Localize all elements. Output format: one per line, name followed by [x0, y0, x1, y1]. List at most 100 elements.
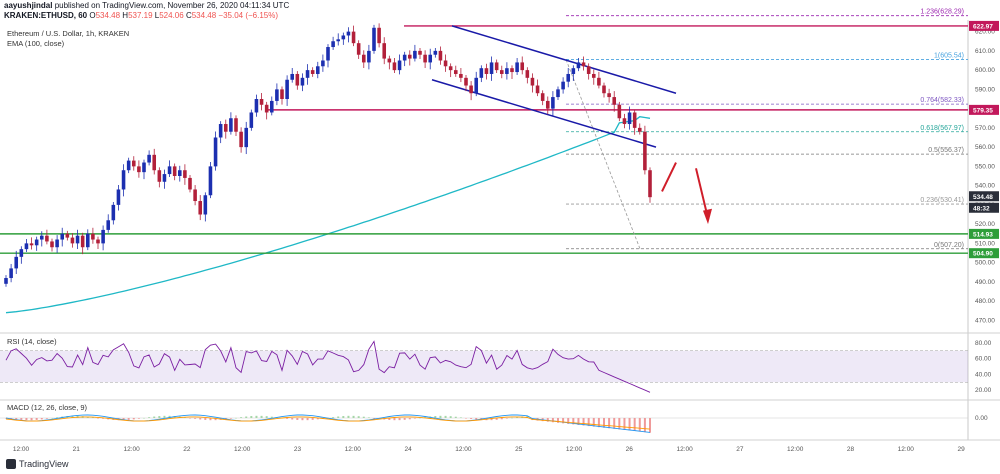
macd-histogram-bar — [419, 417, 421, 419]
price-tick-label: 590.00 — [975, 86, 995, 93]
macd-histogram-bar — [454, 416, 457, 418]
candle-body — [382, 43, 387, 59]
macd-histogram-bar — [633, 418, 636, 432]
macd-histogram-bar — [214, 418, 217, 421]
macd-histogram-bar — [373, 418, 375, 419]
candle-body — [126, 160, 131, 171]
candle-body — [377, 27, 381, 44]
candle-body — [643, 131, 647, 171]
candle-body — [469, 85, 473, 94]
candle-body — [121, 170, 126, 190]
macd-tick-label: 0.00 — [975, 415, 988, 422]
candle-body — [4, 278, 8, 284]
candle-body — [259, 99, 264, 105]
candle-body — [545, 100, 550, 109]
price-tick-label: 600.00 — [975, 67, 995, 74]
candle-body — [397, 60, 402, 71]
macd-histogram-bar — [245, 416, 248, 418]
candle-body — [607, 93, 611, 98]
candle-body — [453, 70, 458, 74]
time-tick-label: 27 — [736, 446, 744, 453]
candle-body — [264, 104, 269, 113]
candle-body — [433, 50, 438, 55]
candle-body — [19, 249, 24, 257]
candle-body — [443, 60, 448, 67]
ema-100-line — [5, 116, 651, 314]
candle-body — [617, 104, 622, 119]
publisher-name[interactable]: aayushjindal — [4, 1, 53, 10]
price-tick-label: 500.00 — [975, 260, 995, 267]
macd-histogram-bar — [153, 416, 156, 418]
candle-body — [70, 237, 75, 244]
macd-histogram-bar — [97, 418, 99, 419]
candle-body — [34, 239, 39, 246]
candle-body — [116, 189, 121, 205]
time-tick-label: 12:00 — [345, 446, 362, 453]
macd-histogram-bar — [143, 417, 145, 419]
candle-body — [561, 81, 565, 90]
candle-body — [622, 118, 627, 125]
candle-body — [29, 243, 34, 246]
candle-body — [193, 189, 197, 202]
candle-body — [407, 54, 412, 59]
macd-line — [5, 414, 651, 433]
macd-histogram-bar — [408, 418, 411, 420]
macd-histogram-bar — [91, 417, 94, 418]
macd-histogram-bar — [122, 418, 125, 421]
macd-histogram-bar — [183, 417, 186, 418]
macd-histogram-bar — [465, 418, 467, 419]
rsi-legend: RSI (14, close) — [7, 337, 57, 346]
candle-body — [101, 229, 105, 244]
macd-histogram-bar — [495, 418, 498, 420]
candle-body — [413, 50, 417, 59]
macd-histogram-bar — [148, 417, 151, 418]
macd-histogram-bar — [270, 416, 273, 418]
candle-body — [65, 233, 70, 238]
candle-body — [223, 124, 228, 132]
candle-body — [244, 127, 249, 148]
time-tick-label: 12:00 — [898, 446, 915, 453]
candle-body — [499, 70, 504, 74]
macd-histogram-bar — [332, 417, 335, 418]
candle-body — [402, 54, 407, 61]
candle-body — [80, 235, 85, 248]
time-tick-label: 12:00 — [787, 446, 804, 453]
time-tick-label: 28 — [847, 446, 855, 453]
candle-body — [45, 235, 49, 242]
forecast-arrow-up — [661, 162, 677, 192]
candle-body — [75, 235, 80, 244]
macd-histogram-bar — [250, 416, 253, 418]
candle-body — [515, 62, 519, 73]
candle-body — [464, 77, 468, 86]
macd-histogram-bar — [137, 418, 140, 419]
candle-body — [351, 31, 356, 44]
macd-histogram-bar — [618, 418, 621, 430]
candle-body — [234, 118, 238, 132]
tradingview-brand[interactable]: TradingView — [6, 459, 69, 469]
price-tick-label: 570.00 — [975, 125, 995, 132]
fib-level-label: 0.764(582.33) — [920, 97, 964, 104]
forecast-arrow-head — [703, 208, 712, 225]
candle-body — [551, 97, 555, 109]
macd-histogram-bar — [35, 418, 38, 420]
candle-body — [152, 154, 157, 171]
candle-body — [479, 68, 484, 78]
macd-histogram-bar — [199, 418, 202, 420]
rsi-tick-label: 80.00 — [975, 340, 992, 347]
candle-body — [520, 62, 525, 71]
change-value: −35.04 (−6.15%) — [218, 11, 279, 20]
macd-histogram-bar — [623, 418, 626, 430]
macd-histogram-bar — [638, 418, 641, 432]
macd-histogram-bar — [490, 418, 493, 421]
macd-histogram-bar — [25, 418, 28, 421]
candle-body — [510, 68, 514, 73]
tradingview-logo-icon — [6, 459, 16, 469]
macd-histogram-bar — [209, 418, 212, 421]
price-tick-label: 610.00 — [975, 48, 995, 55]
candle-body — [586, 66, 591, 74]
macd-histogram-bar — [393, 418, 396, 421]
macd-histogram-bar — [306, 418, 309, 421]
candle-body — [448, 66, 453, 71]
candle-body — [474, 77, 479, 94]
